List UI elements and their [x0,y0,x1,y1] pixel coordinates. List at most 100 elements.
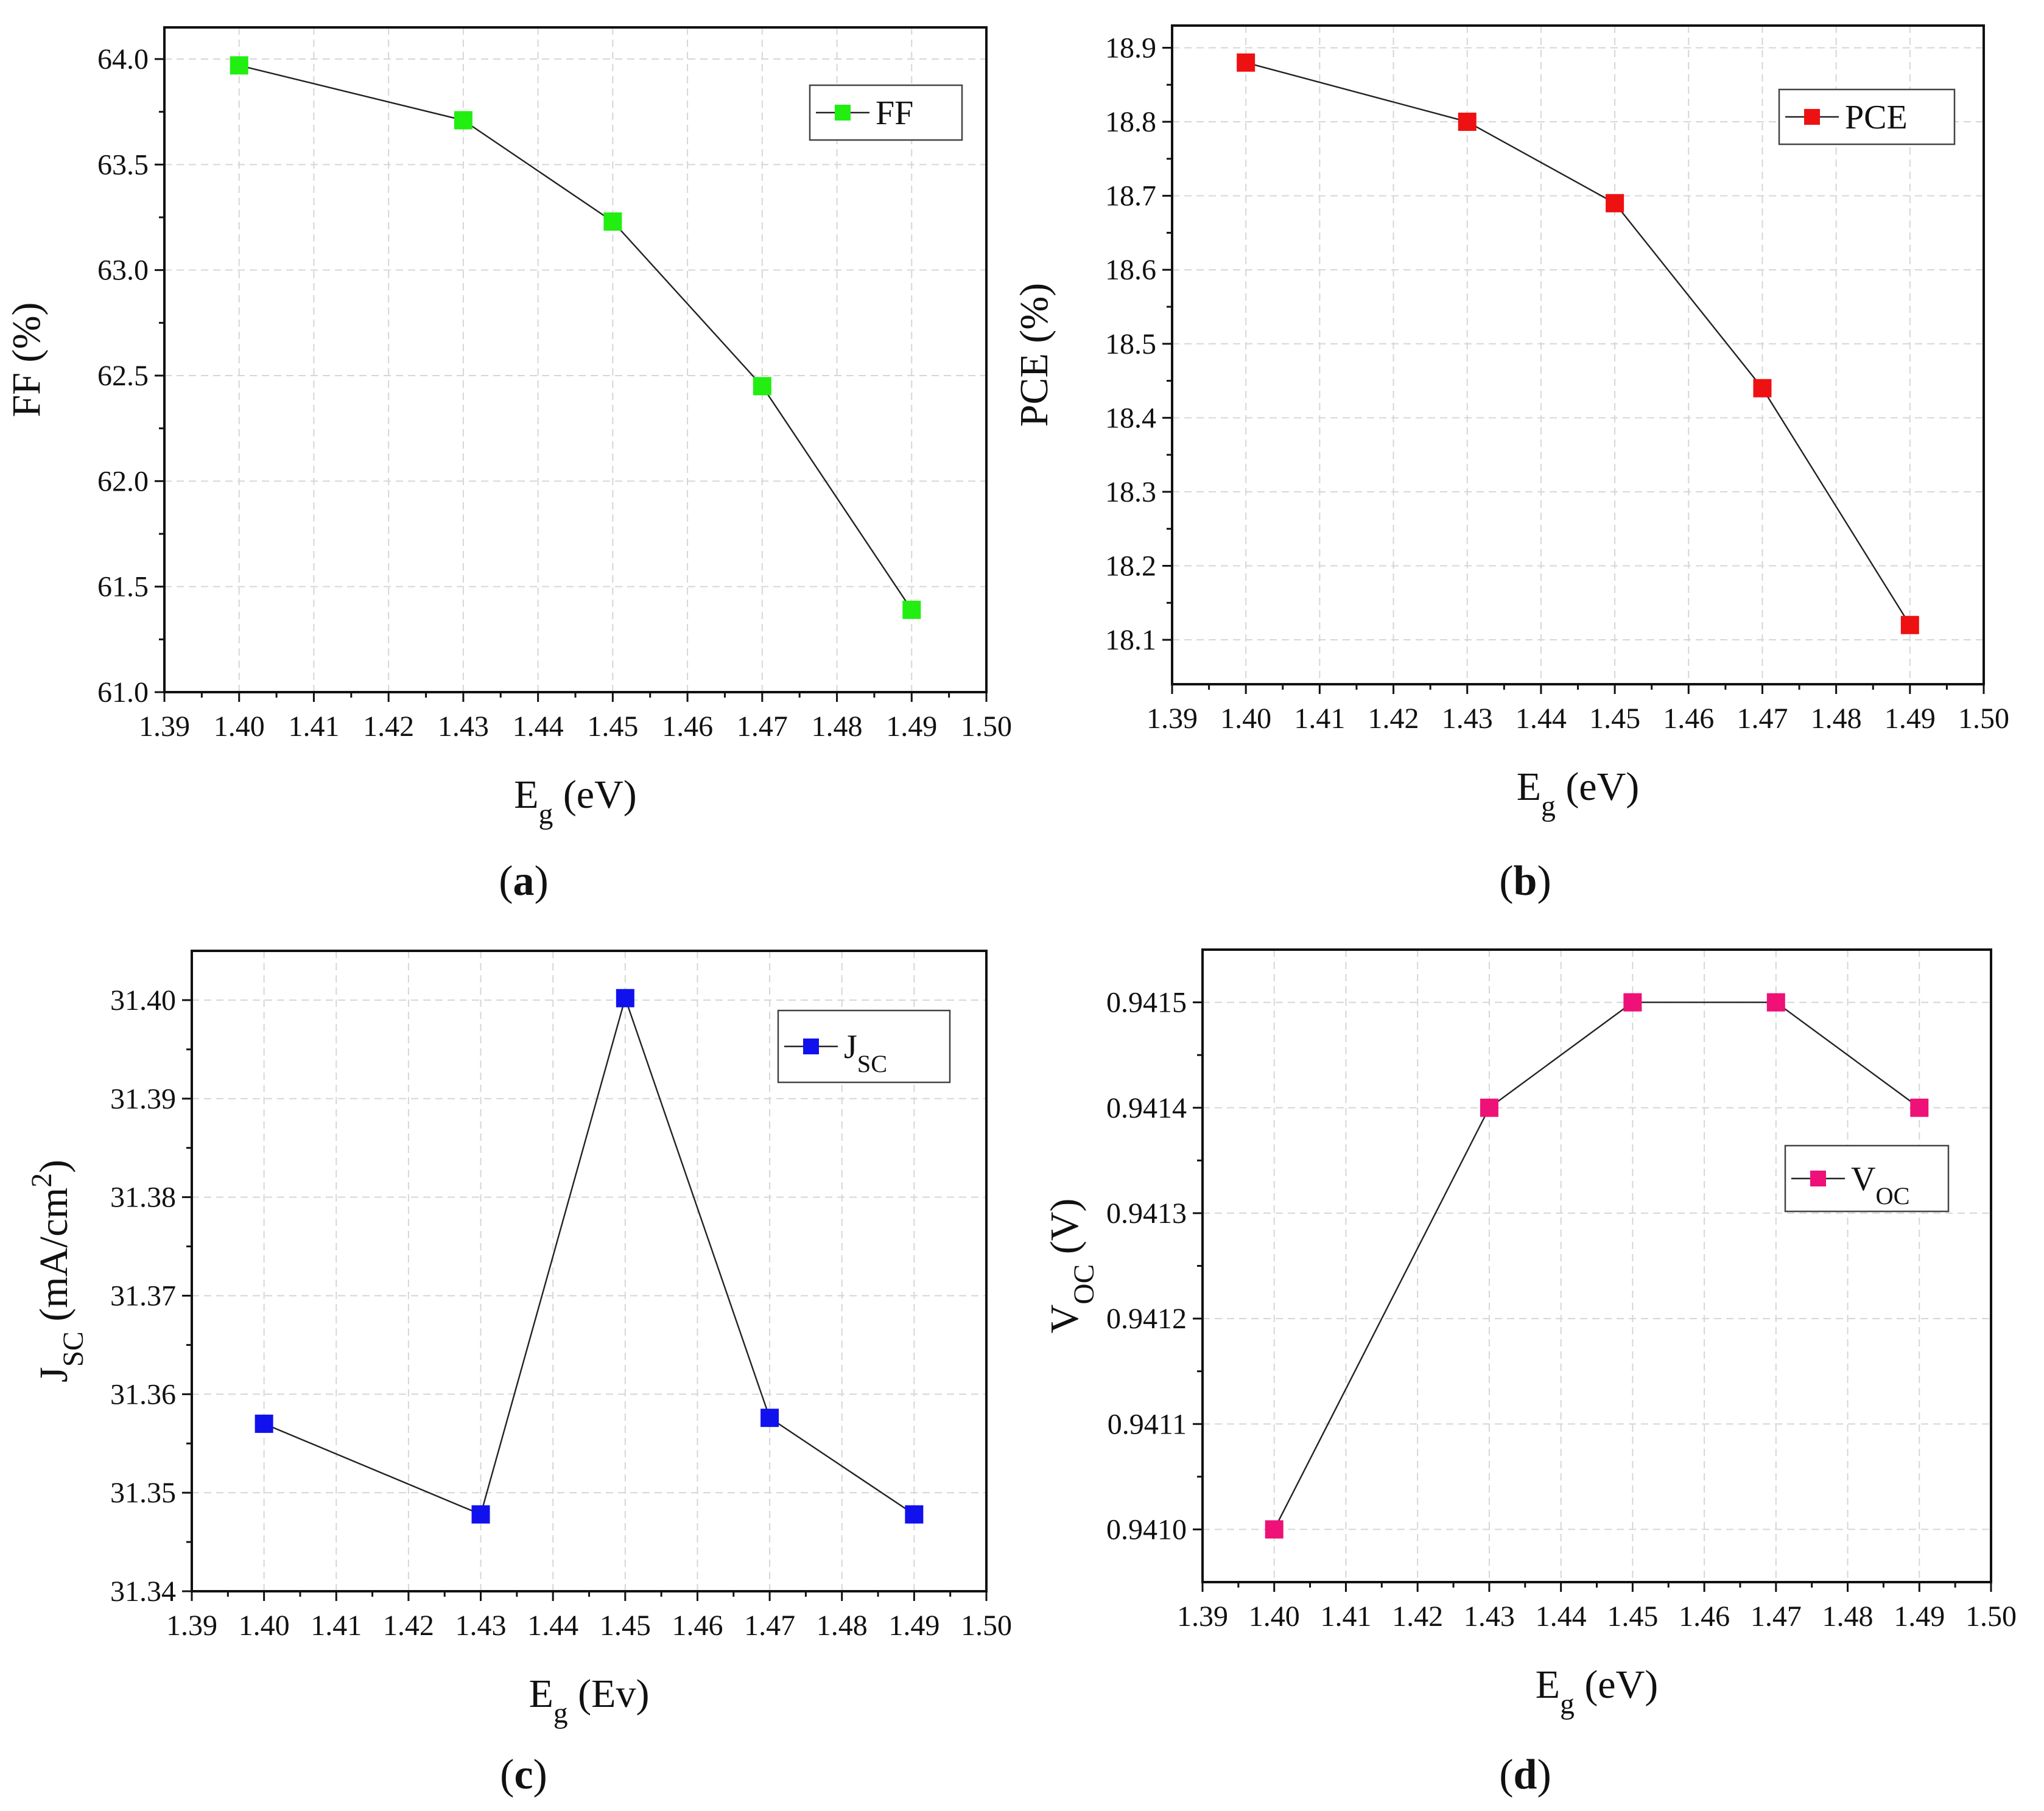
y-axis-label: VOC (V) [1042,1199,1100,1334]
panel-label-letter: b [1514,858,1537,905]
data-point [616,989,634,1007]
x-axis-label-tail: (Ev) [568,1672,650,1716]
legend-label-main: FF [876,94,913,132]
x-tick-label: 1.47 [1737,702,1788,735]
y-tick-label: 31.34 [110,1575,176,1608]
legend: VOC [1784,1144,1950,1213]
y-tick-label: 31.40 [110,984,176,1017]
x-axis-label-sub: g [1560,1689,1575,1720]
panel-label: (c) [500,1751,547,1798]
y-tick-label: 18.4 [1105,402,1156,434]
x-tick-label: 1.39 [1147,702,1198,735]
x-axis-label: Eg (eV) [514,772,637,830]
x-tick-label: 1.46 [1663,702,1714,735]
x-tick-label: 1.49 [886,710,937,743]
x-tick-label: 1.50 [1965,1600,2017,1633]
x-tick-label: 1.50 [1958,702,2009,735]
data-point [1623,993,1642,1012]
data-point [1458,113,1477,131]
panel-label-close: ) [1537,1751,1551,1798]
y-tick-label: 64.0 [97,43,149,75]
x-tick-label: 1.41 [311,1610,362,1642]
x-tick-label: 1.39 [139,710,190,743]
x-axis-label-tail: (eV) [553,772,636,817]
x-tick-label: 1.50 [961,710,1012,743]
x-tick-label: 1.44 [527,1610,578,1642]
y-tick-label: 0.9413 [1106,1197,1187,1230]
y-axis-label-sub: SC [58,1331,90,1367]
data-point [905,1505,924,1524]
x-tick-label: 1.50 [961,1610,1012,1642]
x-tick-label: 1.40 [214,710,265,743]
y-tick-label: 18.9 [1105,32,1156,64]
legend: PCE [1778,88,1956,145]
y-axis-label-main: V [1042,1305,1087,1334]
data-point [454,111,472,130]
panel-label: (a) [499,858,549,905]
legend-label-sub: OC [1875,1182,1909,1210]
x-tick-label: 1.41 [288,710,339,743]
legend-label: VOC [1851,1160,1909,1210]
y-axis-label-main: FF (%) [4,303,49,418]
x-axis-label-tail: (eV) [1575,1662,1658,1707]
y-tick-label: 31.37 [110,1280,176,1312]
data-point [1606,194,1624,212]
data-point [1265,1520,1284,1539]
y-tick-label: 18.1 [1105,624,1156,656]
x-tick-label: 1.43 [1442,702,1493,735]
x-tick-label: 1.40 [1220,702,1271,735]
y-tick-label: 31.38 [110,1182,176,1214]
x-axis-label: Eg (Ev) [529,1672,650,1729]
y-axis-label: PCE (%) [1012,283,1056,427]
x-tick-label: 1.45 [1589,702,1640,735]
chart-panel-b: 1.39 1.40 1.41 1.42 1.43 1.44 1.45 1.46 1.47 1.48… [1012,24,2009,905]
y-tick-label: 62.0 [97,465,149,497]
x-tick-label: 1.40 [1249,1600,1300,1633]
y-tick-label: 0.9412 [1106,1303,1187,1335]
y-axis-label-sub: OC [1069,1264,1100,1305]
legend-marker [803,1039,819,1054]
x-axis-label-main: E [1517,765,1541,809]
x-tick-label: 1.46 [672,1610,723,1642]
y-tick-label: 62.5 [97,360,149,392]
panel-label: (d) [1499,1751,1551,1798]
y-tick-label: 18.2 [1105,550,1156,582]
x-axis-label-sub: g [539,799,553,830]
x-tick-label: 1.41 [1294,702,1345,735]
x-tick-label: 1.47 [1751,1600,1802,1633]
x-axis-label: Eg (eV) [1536,1662,1659,1720]
x-tick-label: 1.48 [1822,1600,1874,1633]
plot-frame [1201,948,1992,1583]
data-point [902,600,921,619]
y-tick-label: 61.5 [97,571,149,603]
data-point [753,377,771,396]
legend-marker [1804,109,1820,125]
x-tick-label: 1.39 [166,1610,217,1642]
y-tick-label: 18.7 [1105,180,1156,212]
x-tick-label: 1.46 [662,710,713,743]
x-axis-label-sub: g [1541,791,1556,822]
y-axis-label-main: J [32,1367,76,1382]
panel-label-open: ( [1499,858,1513,905]
y-axis-label-tail: (V) [1042,1199,1087,1264]
legend: FF [809,84,963,141]
x-tick-label: 1.43 [455,1610,507,1642]
y-axis-label-sup: 2 [26,1173,58,1188]
x-tick-label: 1.49 [888,1610,939,1642]
panel-label-open: ( [500,1751,514,1798]
legend-label: FF [876,94,913,132]
y-tick-label: 18.6 [1105,254,1156,286]
x-tick-label: 1.42 [1392,1600,1443,1633]
panel-label: (b) [1499,858,1551,905]
y-tick-label: 63.5 [97,149,149,181]
y-axis-label: FF (%) [4,303,49,418]
x-tick-label: 1.47 [737,710,788,743]
x-tick-label: 1.42 [363,710,414,743]
x-tick-label: 1.42 [1368,702,1419,735]
legend-label: PCE [1845,99,1908,136]
panel-label-open: ( [1499,1751,1513,1798]
legend-marker [1810,1171,1826,1186]
legend-label-sub: SC [857,1050,887,1077]
legend-label-main: PCE [1845,99,1908,136]
